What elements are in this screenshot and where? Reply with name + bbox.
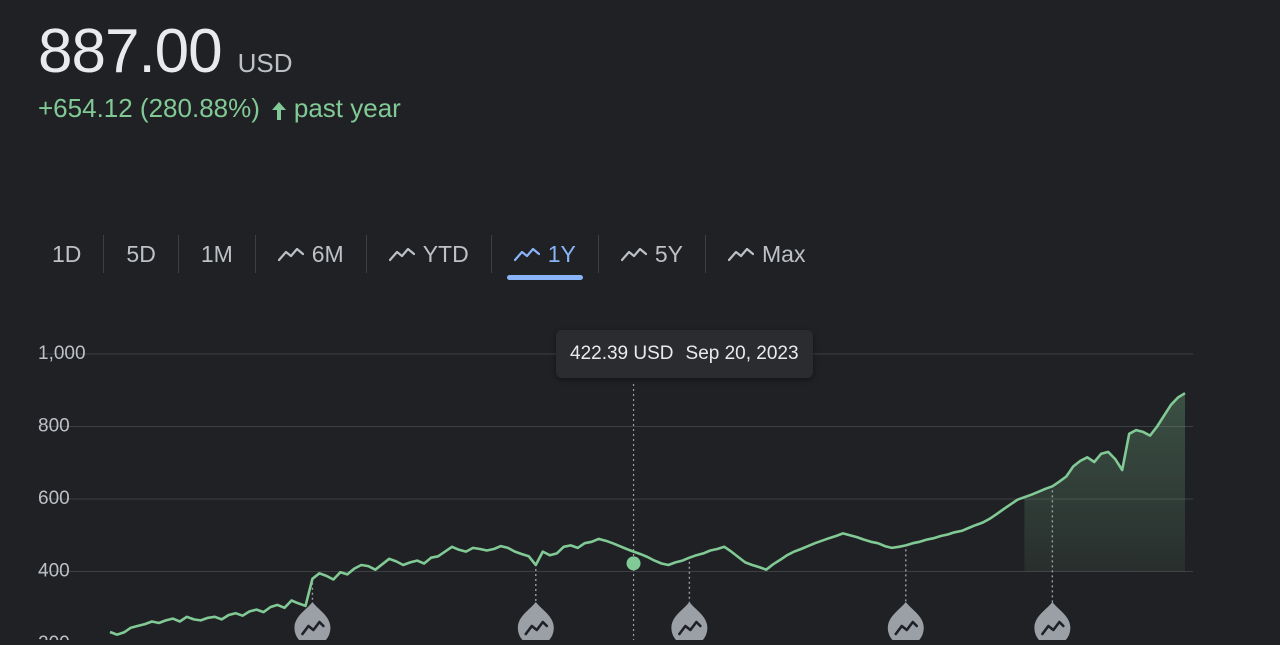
- tab-separator: [705, 235, 706, 273]
- tab-separator: [490, 235, 492, 273]
- tab-5y[interactable]: 5Y: [599, 228, 705, 280]
- tab-label: YTD: [422, 240, 469, 267]
- quote-header: 887.00 USD +654.12 (280.88%) past year: [38, 16, 401, 124]
- tooltip-date: Sep 20, 2023: [685, 343, 799, 364]
- change-row: +654.12 (280.88%) past year: [38, 93, 401, 124]
- trend-marker-icon[interactable]: [887, 602, 924, 645]
- tab-1d[interactable]: 1D: [30, 228, 103, 280]
- y-tick-label: 400: [38, 561, 70, 582]
- trend-icon: [277, 246, 304, 262]
- tab-label: 1M: [200, 240, 233, 267]
- change-period: past year: [293, 93, 401, 123]
- tab-separator: [177, 235, 179, 273]
- trend-marker-icon[interactable]: [671, 602, 708, 645]
- tab-label: 1Y: [547, 240, 576, 267]
- tab-label: 5D: [126, 240, 156, 267]
- current-price: 887.00: [38, 17, 223, 86]
- tab-5d[interactable]: 5D: [104, 228, 177, 280]
- tab-separator: [254, 235, 256, 273]
- tab-label: Max: [762, 240, 806, 267]
- trend-icon: [620, 246, 647, 262]
- trend-marker-icon[interactable]: [294, 602, 331, 645]
- range-tabs: 1D 5D 1M 6M YTD 1Y 5Y Max: [30, 228, 827, 280]
- trend-marker-icon[interactable]: [517, 602, 554, 645]
- tab-ytd[interactable]: YTD: [367, 228, 491, 280]
- arrow-up-icon: [270, 98, 288, 120]
- area-fill: [1024, 393, 1185, 644]
- y-tick-label: 1,000: [38, 343, 86, 364]
- tooltip-value: 422.39 USD: [570, 343, 674, 364]
- selected-point[interactable]: [626, 556, 641, 571]
- currency-label: USD: [237, 48, 293, 78]
- price-change: +654.12 (280.88%): [38, 93, 260, 123]
- trend-marker-icon[interactable]: [1034, 602, 1071, 645]
- tab-label: 1D: [52, 240, 82, 267]
- tab-1m[interactable]: 1M: [179, 228, 255, 280]
- y-tick-label: 600: [38, 488, 70, 509]
- price-row: 887.00 USD: [38, 16, 401, 87]
- tab-label: 6M: [311, 240, 344, 267]
- tab-separator: [597, 235, 599, 273]
- y-tick-label: 800: [38, 416, 70, 437]
- tab-6m[interactable]: 6M: [256, 228, 366, 280]
- y-tick-label: 200: [38, 633, 70, 640]
- trend-icon: [513, 246, 540, 262]
- trend-icon: [728, 246, 754, 262]
- trend-icon: [388, 246, 415, 262]
- tab-separator: [103, 235, 105, 273]
- chart-tooltip: 422.39 USD Sep 20, 2023: [556, 330, 813, 378]
- tab-label: 5Y: [654, 240, 683, 267]
- tab-1y[interactable]: 1Y: [492, 228, 598, 280]
- price-line: [109, 392, 1186, 636]
- tab-separator: [365, 235, 367, 273]
- tab-max[interactable]: Max: [706, 228, 827, 280]
